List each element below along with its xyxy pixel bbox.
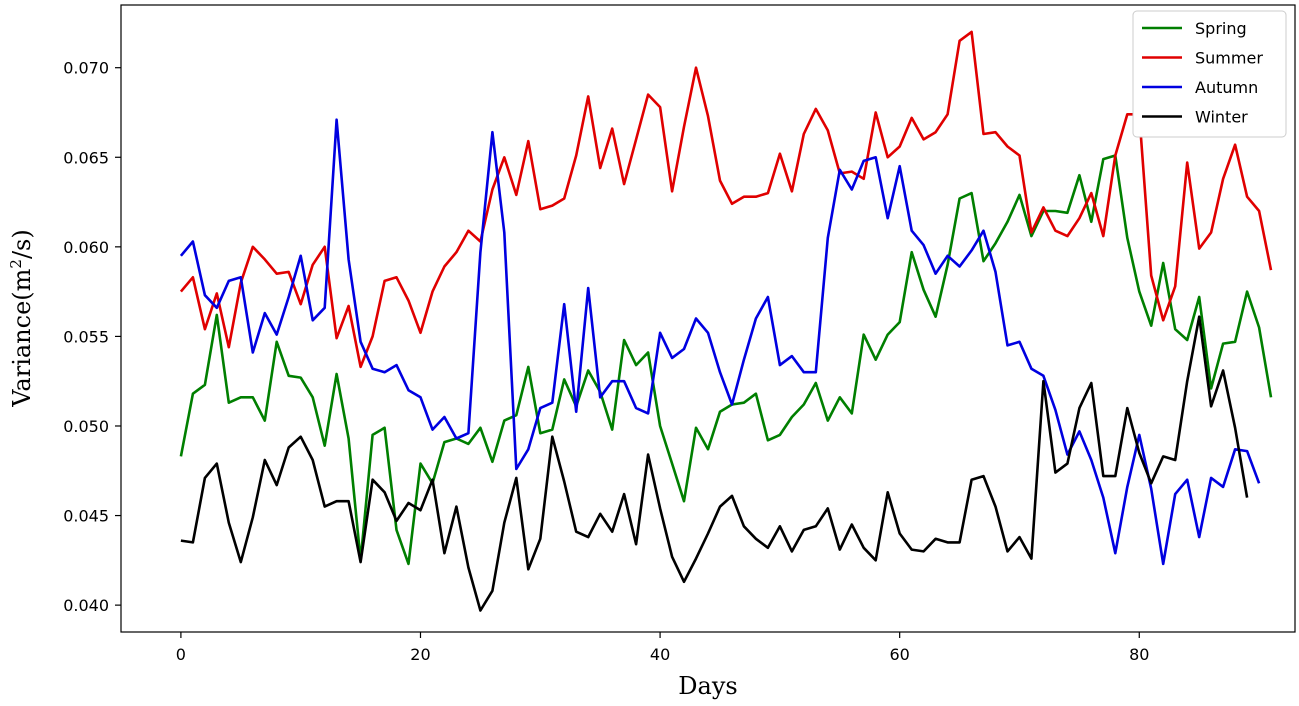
y-axis-title-suffix: /s) <box>8 229 36 259</box>
y-tick-label: 0.055 <box>63 327 109 346</box>
y-axis-title-superscript: 2 <box>7 259 25 269</box>
y-tick-label: 0.050 <box>63 417 109 436</box>
series-lines <box>179 30 1273 612</box>
x-axis-title: Days <box>678 672 737 700</box>
legend-item-autumn: Autumn <box>1142 78 1258 97</box>
x-tick-label: 40 <box>650 645 670 664</box>
x-tick-label: 60 <box>889 645 909 664</box>
legend-label: Summer <box>1195 49 1263 68</box>
legend-box <box>1132 10 1287 138</box>
legend-label: Winter <box>1195 108 1248 127</box>
series-line-winter <box>180 315 1249 612</box>
y-axis-title-prefix: Variance(m <box>8 268 36 407</box>
x-tick-label: 20 <box>410 645 430 664</box>
legend-label: Spring <box>1195 19 1247 38</box>
series-line-autumn <box>179 118 1261 566</box>
legend: Spring Summer Autumn Winter <box>1132 10 1287 138</box>
y-tick-label: 0.060 <box>63 238 109 257</box>
x-tick-label: 0 <box>176 645 186 664</box>
x-tick-label: 80 <box>1129 645 1149 664</box>
legend-item-summer: Summer <box>1142 49 1263 68</box>
legend-label: Autumn <box>1195 78 1258 97</box>
y-tick-label: 0.045 <box>63 507 109 526</box>
y-tick-label: 0.065 <box>63 148 109 167</box>
series-line-summer <box>179 30 1273 369</box>
y-axis: 0.040 0.045 0.050 0.055 0.060 0.065 0.070 <box>63 59 121 615</box>
y-tick-label: 0.070 <box>63 59 109 78</box>
plot-frame <box>120 4 1296 633</box>
x-axis: 0 20 40 60 80 <box>176 632 1149 664</box>
legend-items: Spring Summer Autumn Winter <box>1142 19 1263 127</box>
legend-item-spring: Spring <box>1142 19 1247 38</box>
legend-item-winter: Winter <box>1142 108 1248 127</box>
y-tick-label: 0.040 <box>63 596 109 615</box>
y-axis-title: Variance(m2/s) <box>7 229 36 407</box>
